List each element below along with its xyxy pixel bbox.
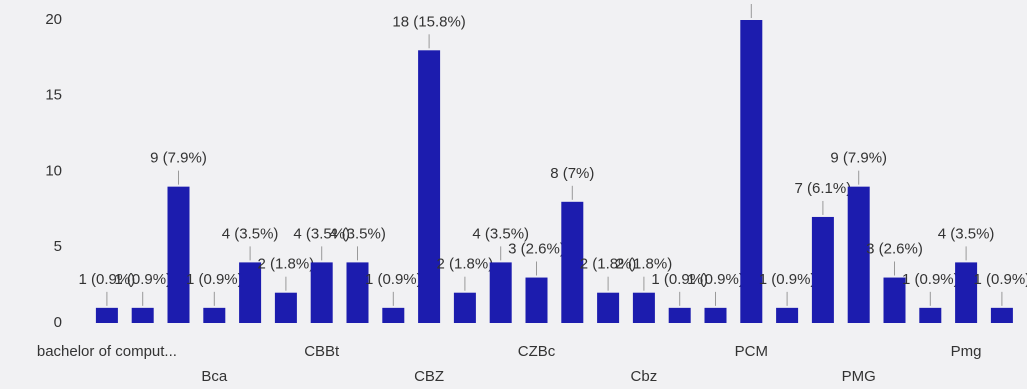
bar xyxy=(919,307,942,323)
value-label: 2 (1.8%) xyxy=(580,256,637,273)
x-tick-label: CZBc xyxy=(518,343,556,360)
value-label: 2 (1.8%) xyxy=(437,256,494,273)
y-tick-label: 15 xyxy=(45,87,62,104)
bar xyxy=(704,307,727,323)
value-label: 8 (7%) xyxy=(550,165,594,182)
x-tick-label: PMG xyxy=(842,368,876,385)
bar xyxy=(203,307,226,323)
y-tick-label: 5 xyxy=(54,238,62,255)
bar xyxy=(131,307,154,323)
bar xyxy=(597,292,620,323)
value-label: 9 (7.9%) xyxy=(150,150,207,167)
value-label: 1 (0.9%) xyxy=(186,271,243,288)
bar xyxy=(847,186,870,323)
bar xyxy=(525,277,548,323)
bar xyxy=(632,292,655,323)
value-label: 1 (0.9%) xyxy=(79,271,136,288)
bar xyxy=(668,307,691,323)
bar xyxy=(239,262,262,323)
bar xyxy=(453,292,476,323)
y-tick-label: 0 xyxy=(54,314,62,331)
value-label: 4 (3.5%) xyxy=(329,225,386,242)
y-tick-label: 10 xyxy=(45,162,62,179)
x-tick-label: CBBt xyxy=(304,343,340,360)
bar xyxy=(167,186,190,323)
value-label: 3 (2.6%) xyxy=(866,241,923,258)
value-label: 1 (0.9%) xyxy=(114,271,171,288)
bar xyxy=(990,307,1013,323)
x-tick-label: PCM xyxy=(735,343,768,360)
bar xyxy=(811,216,834,323)
bar xyxy=(274,292,297,323)
bar xyxy=(346,262,369,323)
value-label: 2 (1.8%) xyxy=(616,256,673,273)
value-label: 4 (3.5%) xyxy=(222,225,279,242)
value-label: 2 (1.8%) xyxy=(258,256,315,273)
bar xyxy=(310,262,333,323)
x-tick-label: Pmg xyxy=(951,343,982,360)
value-label: 1 (0.9%) xyxy=(902,271,959,288)
value-label: 3 (2.6%) xyxy=(508,241,565,258)
x-tick-label: CBZ xyxy=(414,368,444,385)
bar xyxy=(382,307,405,323)
value-label: 4 (3.5%) xyxy=(472,225,529,242)
bar xyxy=(418,50,441,324)
y-tick-label: 20 xyxy=(45,11,62,28)
bar xyxy=(776,307,799,323)
value-label: 9 (7.9%) xyxy=(830,150,887,167)
value-label: 7 (6.1%) xyxy=(795,180,852,197)
bar xyxy=(883,277,906,323)
bar xyxy=(955,262,978,323)
bar xyxy=(489,262,512,323)
x-tick-label: bachelor of comput... xyxy=(37,343,177,360)
bar xyxy=(740,20,763,323)
value-label: 1 (0.9%) xyxy=(687,271,744,288)
x-tick-label: Cbz xyxy=(631,368,658,385)
value-label: 1 (0.9%) xyxy=(651,271,708,288)
value-label: 18 (15.8%) xyxy=(392,13,465,30)
value-label: 4 (3.5%) xyxy=(938,225,995,242)
bar xyxy=(95,307,118,323)
value-label: 1 (0.9%) xyxy=(974,271,1027,288)
bar xyxy=(561,201,584,323)
value-label: 4 (3.5%) xyxy=(293,225,350,242)
value-label: 1 (0.9%) xyxy=(759,271,816,288)
value-label: 1 (0.9%) xyxy=(365,271,422,288)
x-tick-label: Bca xyxy=(201,368,228,385)
